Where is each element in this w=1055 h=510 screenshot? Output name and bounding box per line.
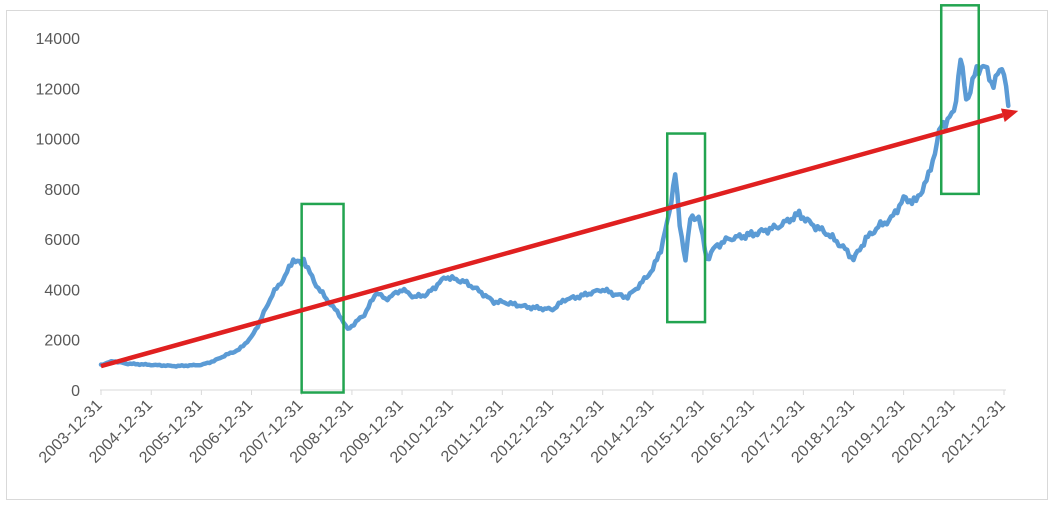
y-tick-label: 4000 (44, 282, 80, 299)
x-axis-ticks: 2003-12-312004-12-312005-12-312006-12-31… (36, 390, 1009, 467)
y-tick-label: 2000 (44, 333, 80, 350)
trend-arrow-head (1000, 108, 1019, 122)
highlight-box (939, 4, 980, 196)
y-tick-label: 8000 (44, 182, 80, 199)
series-line (98, 57, 1011, 369)
y-axis-ticks: 0 2000 4000 6000 8000 10000 12000 14000 (36, 31, 81, 400)
series-layer (98, 57, 1011, 369)
y-tick-label: 12000 (36, 81, 81, 98)
y-tick-label: 14000 (36, 31, 81, 48)
highlight-box (665, 132, 707, 324)
y-tick-label: 6000 (44, 232, 80, 249)
overlay-layer (100, 4, 1019, 394)
trend-arrow-line (100, 113, 1004, 369)
y-tick-label: 10000 (36, 132, 81, 149)
chart-frame (6, 10, 1048, 500)
y-tick-label: 0 (71, 383, 80, 400)
